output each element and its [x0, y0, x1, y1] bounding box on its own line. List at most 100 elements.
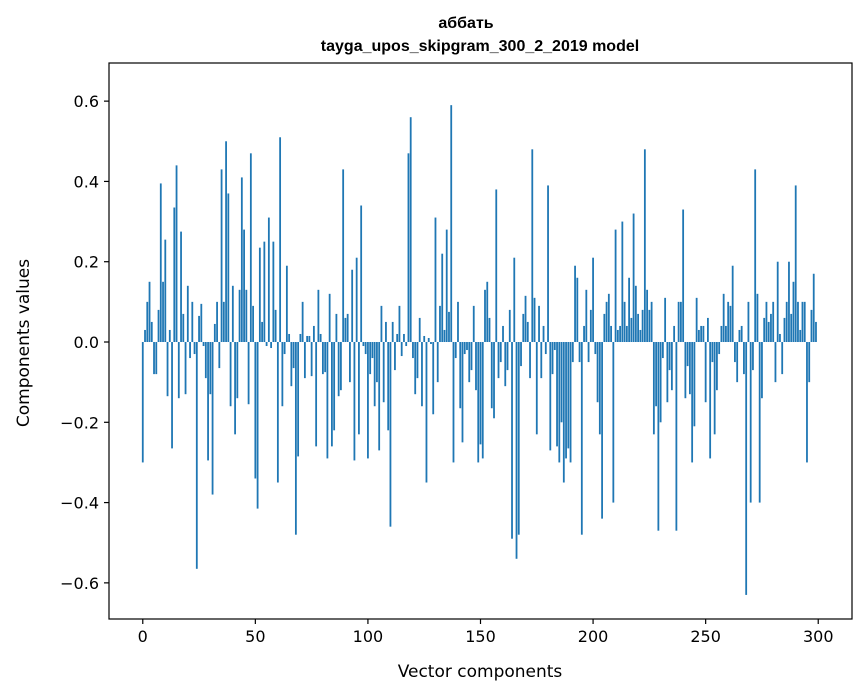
bar-series — [141, 105, 817, 595]
bar — [234, 342, 236, 435]
bar — [610, 325, 612, 343]
bar — [729, 305, 732, 343]
bar — [236, 342, 239, 399]
bar — [691, 342, 694, 463]
bar — [736, 342, 739, 383]
bar — [731, 265, 734, 343]
bar — [571, 342, 574, 363]
bar — [211, 342, 214, 495]
bar — [200, 303, 203, 343]
bar — [209, 342, 212, 395]
bar — [792, 281, 795, 343]
bar — [542, 325, 545, 343]
bar — [146, 301, 149, 343]
bar — [783, 317, 786, 343]
bar — [734, 342, 736, 363]
bar — [475, 342, 477, 391]
bar — [808, 342, 811, 383]
bar — [324, 342, 327, 373]
bar — [697, 329, 700, 343]
bar — [765, 301, 768, 343]
bar — [378, 342, 381, 451]
bar — [589, 309, 592, 343]
bar — [686, 342, 689, 367]
bar — [385, 321, 387, 343]
bar — [398, 305, 401, 343]
bar — [774, 342, 777, 383]
bar — [466, 342, 468, 351]
bar — [258, 247, 261, 343]
bar — [740, 325, 743, 343]
bar — [303, 342, 306, 379]
bar — [418, 317, 421, 343]
bar — [677, 301, 680, 343]
bar — [155, 342, 158, 375]
bar — [461, 342, 464, 443]
bar — [504, 342, 507, 387]
bar — [745, 342, 748, 595]
bar — [752, 342, 754, 371]
y-axis: −0.6 −0.4 −0.2 0.0 0.2 0.4 0.6 — [60, 92, 109, 593]
bar — [794, 185, 797, 343]
bar — [443, 329, 446, 343]
bar — [184, 342, 187, 395]
bar — [493, 342, 495, 419]
bar — [342, 169, 345, 343]
bar — [531, 149, 534, 343]
bar — [245, 289, 248, 343]
bar — [511, 342, 513, 539]
bar — [218, 342, 221, 369]
bar — [598, 342, 601, 435]
bar — [171, 342, 173, 449]
bar — [173, 207, 176, 343]
bar — [639, 329, 642, 343]
bar — [788, 261, 790, 343]
bar — [321, 342, 324, 375]
bar — [434, 217, 437, 343]
bar — [781, 342, 784, 375]
bar — [423, 335, 426, 343]
bar — [567, 342, 570, 449]
bar — [355, 257, 358, 343]
bar — [625, 325, 628, 343]
chart-subtitle: tayga_upos_skipgram_300_2_2019 model — [321, 38, 639, 55]
bar — [391, 321, 394, 343]
bar — [148, 281, 151, 343]
bar — [666, 342, 669, 403]
x-axis-label: Vector components — [398, 662, 563, 682]
bar — [540, 342, 543, 379]
bar — [290, 342, 293, 387]
bar — [364, 342, 367, 355]
bar — [191, 301, 194, 343]
bar — [803, 301, 806, 343]
bar — [457, 301, 459, 343]
chart-title: аббать — [438, 15, 493, 32]
bar — [630, 317, 633, 343]
bar — [468, 342, 471, 383]
bar — [603, 313, 606, 343]
bar — [533, 297, 536, 343]
bar — [643, 149, 646, 343]
bar — [312, 325, 315, 343]
bar — [607, 293, 610, 343]
bar — [520, 342, 522, 367]
bar — [294, 342, 297, 535]
bar — [754, 169, 757, 343]
bar — [508, 309, 511, 343]
bar — [790, 313, 793, 343]
bar — [477, 342, 480, 463]
bar — [463, 342, 466, 355]
bar — [227, 193, 230, 343]
bar — [409, 117, 412, 343]
bar — [144, 329, 146, 343]
bar — [249, 153, 252, 343]
bar — [668, 342, 671, 371]
bar — [682, 209, 685, 343]
bar — [713, 342, 716, 435]
bar — [634, 285, 637, 343]
bar — [274, 309, 277, 343]
bar — [180, 231, 182, 343]
bar — [727, 301, 730, 343]
bar — [664, 297, 667, 343]
bar — [427, 337, 430, 343]
